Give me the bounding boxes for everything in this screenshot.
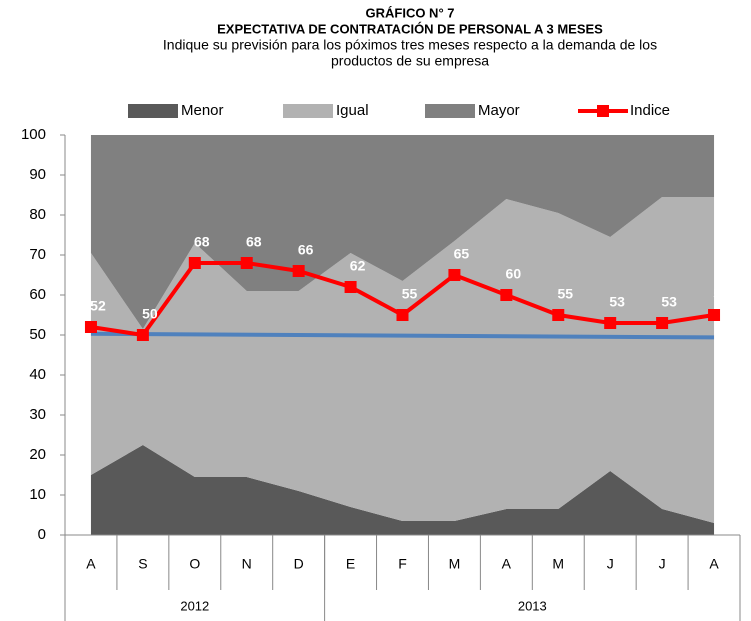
data-label: 53	[609, 294, 625, 310]
legend-swatch	[128, 104, 178, 118]
area	[90, 197, 715, 523]
marker	[84, 321, 97, 333]
marker	[292, 265, 305, 277]
y-tick-label: 40	[29, 366, 46, 383]
marker	[708, 309, 721, 321]
marker	[240, 257, 253, 269]
marker	[136, 329, 149, 341]
data-label: 62	[350, 258, 366, 274]
x-tick-label: A	[709, 556, 719, 572]
y-tick-label: 20	[29, 446, 46, 463]
marker	[188, 257, 201, 269]
data-label: 66	[298, 242, 314, 258]
x-tick-label: S	[138, 556, 147, 572]
x-tick-label: F	[398, 556, 407, 572]
legend-label: Igual	[336, 102, 369, 119]
group-label: 2012	[180, 598, 209, 613]
legend-label: Menor	[181, 102, 224, 119]
x-tick-label: M	[552, 556, 564, 572]
data-label: 53	[661, 294, 677, 310]
y-tick-label: 70	[29, 246, 46, 263]
x-tick-label: N	[242, 556, 252, 572]
y-tick-label: 10	[29, 486, 46, 503]
y-tick-label: 90	[29, 166, 46, 183]
legend-label: Indice	[630, 102, 670, 119]
marker	[396, 309, 409, 321]
x-tick-label: A	[502, 556, 512, 572]
area	[90, 445, 715, 535]
marker	[448, 269, 461, 281]
data-label: 55	[557, 286, 573, 302]
x-tick-label: J	[607, 556, 614, 572]
legend-swatch	[283, 104, 333, 118]
marker	[500, 289, 513, 301]
trendline	[90, 331, 715, 340]
x-tick-label: O	[189, 556, 200, 572]
marker	[552, 309, 565, 321]
data-label: 55	[402, 286, 418, 302]
y-tick-label: 30	[29, 406, 46, 423]
y-tick-label: 100	[21, 126, 46, 143]
marker	[656, 317, 669, 329]
legend-swatch	[425, 104, 475, 118]
data-label: 65	[454, 246, 470, 262]
area	[90, 135, 715, 329]
data-label: 50	[142, 306, 158, 322]
y-tick-label: 80	[29, 206, 46, 223]
chart-subtitle: EXPECTATIVA DE CONTRATACIÓN DE PERSONAL …	[217, 21, 603, 36]
data-label: 55	[713, 286, 729, 302]
x-tick-label: M	[449, 556, 461, 572]
y-tick-label: 0	[38, 526, 46, 543]
marker	[604, 317, 617, 329]
x-tick-label: D	[294, 556, 304, 572]
x-tick-label: J	[659, 556, 666, 572]
legend-marker	[597, 105, 609, 117]
data-label: 68	[246, 234, 262, 250]
data-label: 60	[506, 266, 522, 282]
chart-description: Indique su previsión para los póximos tr…	[163, 37, 657, 53]
data-label: 68	[194, 234, 210, 250]
group-label: 2013	[518, 598, 547, 613]
y-tick-label: 50	[29, 326, 46, 343]
marker	[344, 281, 357, 293]
y-tick-label: 60	[29, 286, 46, 303]
data-label: 52	[90, 298, 106, 314]
chart-title: GRÁFICO N° 7	[366, 5, 455, 20]
legend-label: Mayor	[478, 102, 520, 119]
x-tick-label: A	[86, 556, 96, 572]
chart-description: productos de su empresa	[331, 53, 489, 69]
x-tick-label: E	[346, 556, 355, 572]
